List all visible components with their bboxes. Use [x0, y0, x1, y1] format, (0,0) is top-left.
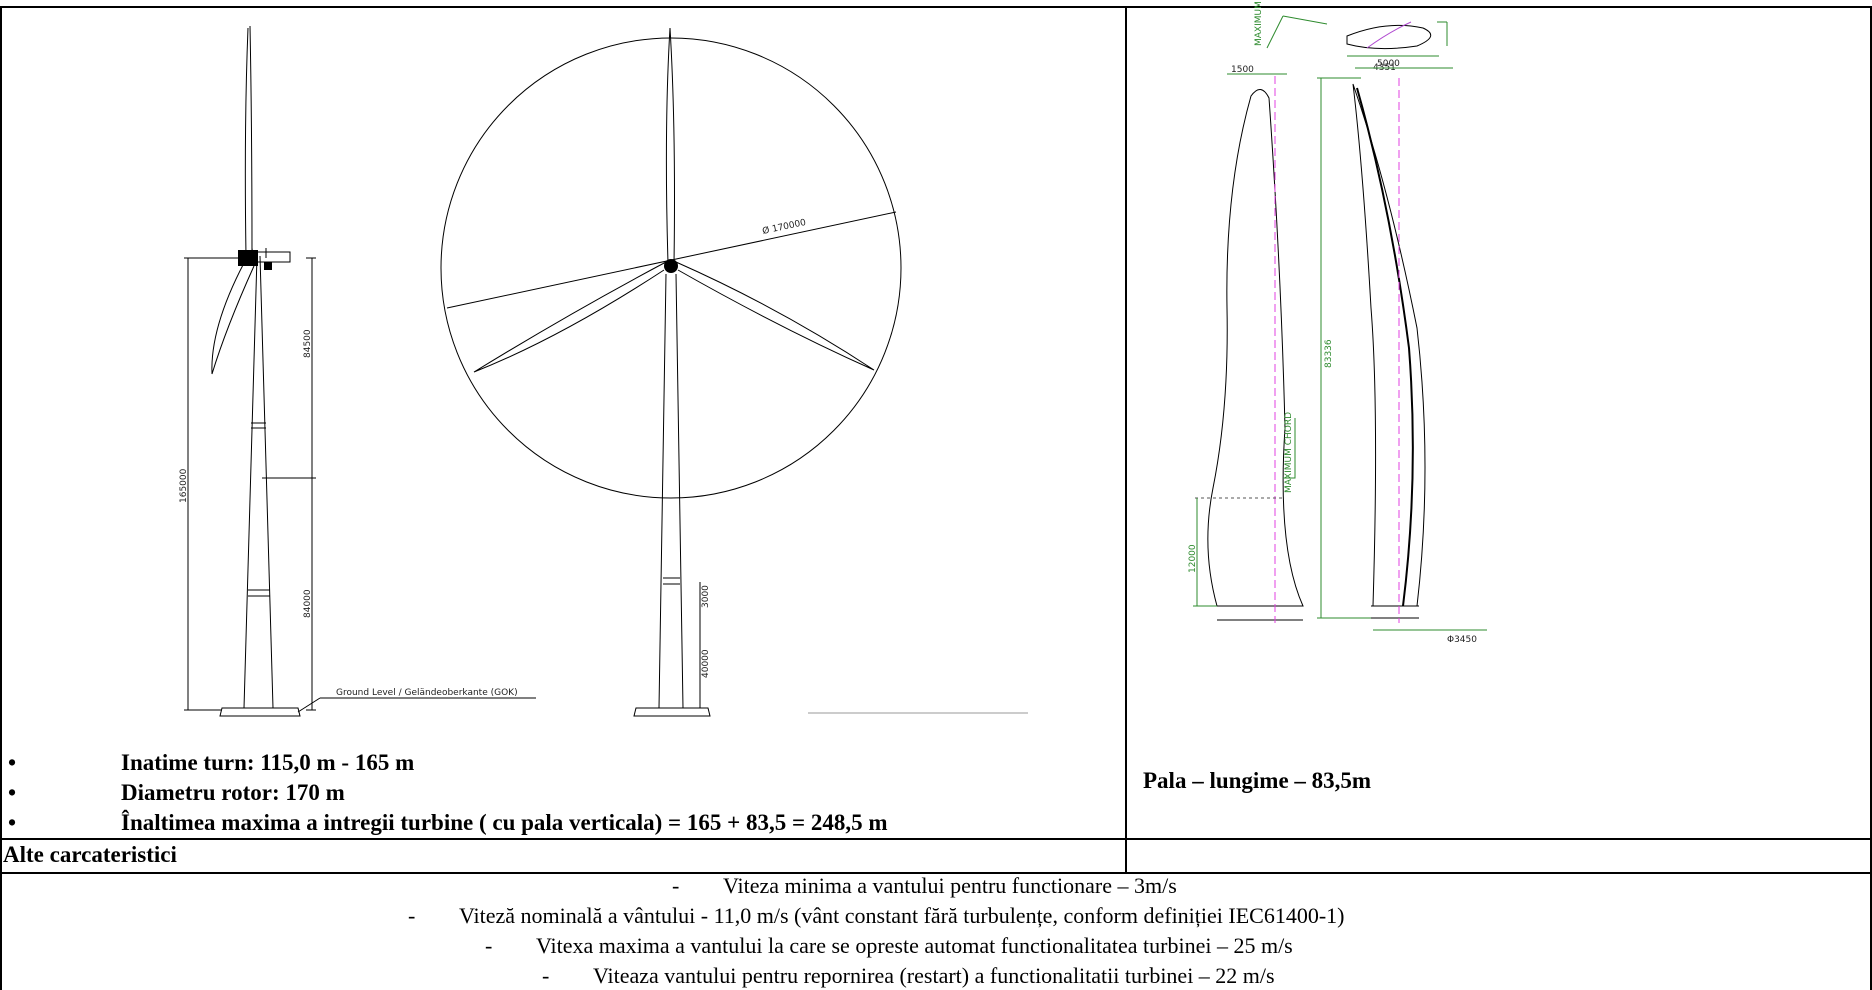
table-border-right [1870, 6, 1872, 990]
table-row-divider-1 [0, 838, 1872, 840]
spec-item-min-wind: - Viteza minima a vantului pentru functi… [672, 873, 1177, 899]
turbine-drawing: 165000 84500 84000 Ground Level / Geländ… [179, 25, 1028, 717]
spec-text: Viteaza vantului pentru repornirea (rest… [592, 963, 1275, 988]
dim-root-diameter: Φ3450 [1447, 635, 1477, 645]
spec-text: Viteză nominală a vântului - 11,0 m/s (v… [458, 903, 1345, 928]
bullet-text: Înaltimea maxima a intregii turbine ( cu… [121, 810, 888, 835]
bullet-text: Diametru rotor: 170 m [121, 780, 345, 805]
bullet-symbol: • [8, 780, 17, 805]
dim-blade-length: 83336 [1324, 339, 1334, 368]
spec-dash: - [408, 903, 416, 928]
table-row-divider-2 [0, 872, 1872, 874]
spec-text: Viteza minima a vantului pentru function… [722, 873, 1177, 898]
blade-drawing: 4351 MAXIMUM CHORD 1500 12000 MAXIMUM CH… [1188, 0, 1487, 645]
bullet-text: Inatime turn: 115,0 m - 165 m [121, 750, 415, 775]
max-chord-label-top: MAXIMUM CHORD [1254, 0, 1264, 46]
other-characteristics-header: Alte carcateristici [3, 842, 177, 867]
dim-tower-height: 165000 [179, 468, 189, 503]
bullet-symbol: • [8, 810, 17, 835]
spec-text: Vitexa maxima a vantului la care se opre… [535, 933, 1293, 958]
spec-dash: - [542, 963, 550, 988]
rotor-front-view: Ø 170000 3000 40000 [440, 27, 1028, 717]
blade-caption: Pala – lungime – 83,5m [1143, 768, 1372, 793]
dim-top-left: 1500 [1231, 65, 1254, 75]
max-chord-label: MAXIMUM CHORD [1284, 412, 1294, 493]
blade-front-view: 1500 12000 MAXIMUM CHORD [1188, 65, 1304, 623]
table-border-top [0, 6, 1872, 8]
tower-side-view: 165000 84500 84000 Ground Level / Geländ… [179, 25, 536, 717]
bullet-item-tower-height: • Inatime turn: 115,0 m - 165 m [0, 748, 1125, 778]
spec-dash: - [672, 873, 680, 898]
table-border-left [0, 6, 2, 990]
dim-rotor-diameter: Ø 170000 [761, 217, 807, 237]
dim-lower-section: 84000 [303, 589, 313, 618]
blade-side-view: 83336 5000 Φ3450 [1317, 59, 1487, 645]
dim-base-a: 3000 [701, 585, 711, 608]
spec-item-nominal-wind: - Viteză nominală a vântului - 11,0 m/s … [408, 903, 1344, 929]
dim-base-b: 40000 [701, 649, 711, 678]
spec-item-max-wind: - Vitexa maxima a vantului la care se op… [485, 933, 1293, 959]
spec-item-restart-wind: - Viteaza vantului pentru repornirea (re… [542, 963, 1275, 989]
blade-section-profile: 4351 MAXIMUM CHORD [1254, 0, 1448, 73]
bullet-symbol: • [8, 750, 17, 775]
dim-upper-section: 84500 [303, 329, 313, 358]
spec-dash: - [485, 933, 493, 958]
turbine-bullet-list: • Inatime turn: 115,0 m - 165 m • Diamet… [0, 748, 1125, 838]
bullet-item-rotor-diameter: • Diametru rotor: 170 m [0, 778, 1125, 808]
dim-root-section: 12000 [1188, 544, 1198, 573]
bullet-item-max-height: • Înaltimea maxima a intregii turbine ( … [0, 808, 1125, 838]
dim-top-right: 5000 [1377, 59, 1400, 69]
table-column-divider [1125, 6, 1127, 874]
ground-level-label: Ground Level / Geländeoberkante (GOK) [336, 688, 518, 698]
